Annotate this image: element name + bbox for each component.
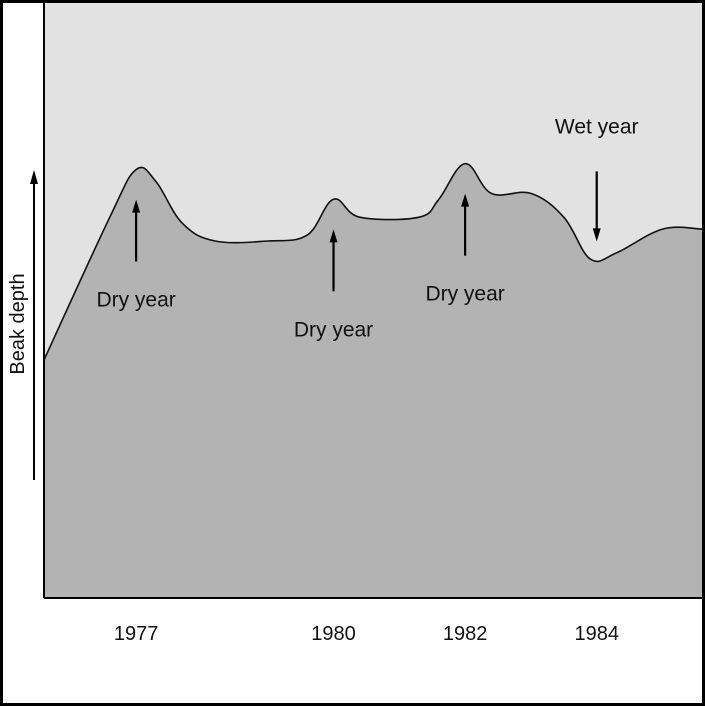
beak-depth-area	[44, 163, 702, 598]
x-tick-label-1980: 1980	[311, 623, 356, 645]
annotation-dry-0: Dry year	[96, 199, 176, 312]
x-tick-label-1984: 1984	[574, 623, 619, 645]
x-tick-label-1982: 1982	[443, 623, 488, 645]
annotation-arrow-head	[461, 193, 470, 207]
annotation-label: Wet year	[555, 115, 639, 138]
annotation-arrow-head	[592, 228, 601, 242]
annotation-wet-3: Wet year	[555, 115, 639, 242]
x-tick-label-1977: 1977	[114, 623, 159, 645]
annotation-label: Dry year	[425, 283, 504, 306]
annotations: Dry year Dry year Dry year Wet year	[96, 115, 638, 341]
annotation-label: Dry year	[294, 318, 373, 341]
y-axis-label: Beak depth	[7, 273, 29, 374]
annotation-arrow-head	[329, 229, 338, 243]
annotation-dry-1: Dry year	[294, 229, 373, 341]
annotation-arrow-head	[132, 199, 141, 213]
x-tick-labels: 1977 1980 1982 1984	[114, 623, 619, 645]
y-axis-arrow-head	[30, 170, 38, 184]
annotation-dry-2: Dry year	[425, 193, 505, 306]
beak-depth-line	[43, 162, 703, 361]
annotation-label: Dry year	[96, 289, 175, 312]
